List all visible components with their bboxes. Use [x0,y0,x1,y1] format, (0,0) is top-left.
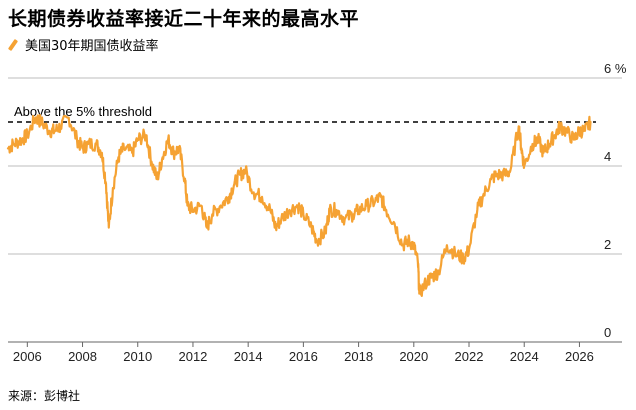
axis-layer: 0 2 4 6 % 2006 2008 2010 2012 2014 2016 2018 2020 20… [8,61,627,364]
x-tick-label-2016: 2016 [289,349,318,364]
x-tick-label-2022: 2022 [455,349,484,364]
y-tick-label-0: 0 [604,325,611,340]
x-tick-label-2024: 2024 [510,349,539,364]
x-tick-label-2012: 2012 [178,349,207,364]
series-line-0 [6,114,592,297]
x-tick-label-2008: 2008 [68,349,97,364]
x-tick-label-2020: 2020 [399,349,428,364]
x-tick-label-2026: 2026 [565,349,594,364]
grid-layer [8,77,622,255]
y-tick-label-2: 2 [604,237,611,252]
x-tick-label-2010: 2010 [123,349,152,364]
threshold-layer: Above the 5% threshold [8,104,596,123]
source-note: 来源：彭博社 [8,389,81,403]
x-tick-label-2018: 2018 [344,349,373,364]
series-layer [6,114,592,297]
legend-label: 美国30年期国债收益率 [25,39,159,54]
legend: 美国30年期国债收益率 [7,35,159,54]
x-tick-label-2006: 2006 [13,349,42,364]
x-tick-label-2014: 2014 [234,349,263,364]
y-tick-label-6: 6 % [604,61,627,76]
chart-title: 长期债券收益率接近二十年来的最高水平 [8,8,360,30]
threshold-label: Above the 5% threshold [14,104,152,119]
y-tick-label-4: 4 [604,149,611,164]
